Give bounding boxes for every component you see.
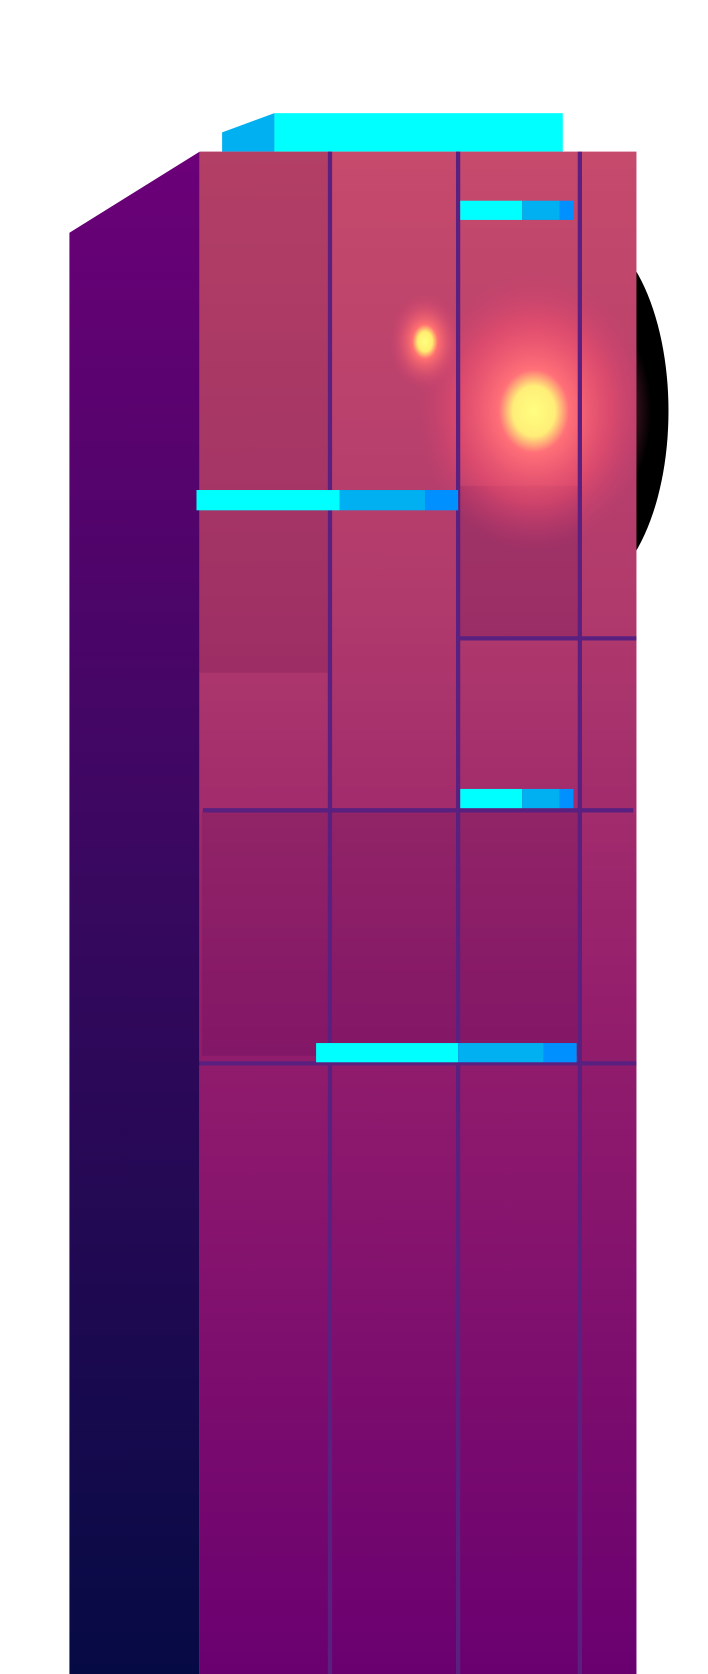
balcony-front bbox=[316, 1043, 459, 1063]
grid-lines bbox=[199, 151, 637, 1674]
balcony-side bbox=[458, 1043, 544, 1063]
balcony-end bbox=[559, 200, 574, 220]
balcony-side bbox=[339, 490, 426, 511]
shade-panel bbox=[199, 151, 328, 673]
roof-front bbox=[274, 113, 563, 152]
balcony-front bbox=[460, 200, 523, 220]
glow bbox=[416, 272, 652, 550]
roof-side bbox=[222, 113, 275, 152]
balcony-front bbox=[460, 788, 523, 809]
glow bbox=[388, 292, 462, 391]
balcony-side bbox=[522, 788, 560, 809]
balcony bbox=[316, 1043, 577, 1063]
shade-panel bbox=[201, 811, 580, 1056]
balcony-end bbox=[543, 1043, 577, 1063]
balcony bbox=[460, 788, 574, 809]
balcony-side bbox=[522, 200, 560, 220]
balcony-front bbox=[196, 490, 340, 511]
balcony-end bbox=[425, 490, 459, 511]
balcony bbox=[460, 200, 574, 220]
balcony-end bbox=[559, 788, 574, 809]
side-face bbox=[69, 151, 200, 1674]
balcony bbox=[196, 490, 459, 511]
